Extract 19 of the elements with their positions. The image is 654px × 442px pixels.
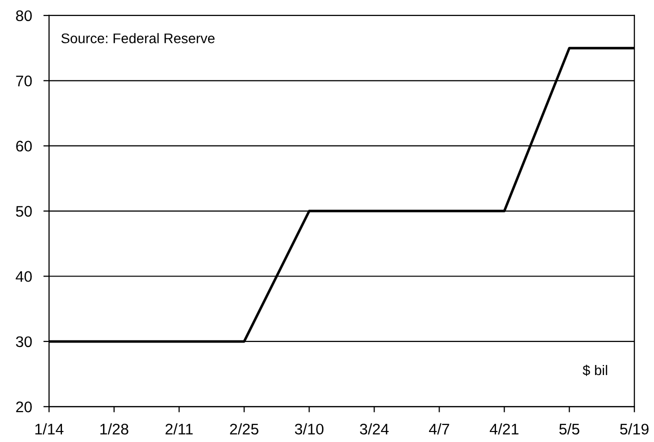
x-tick-label: 2/25 bbox=[230, 423, 258, 435]
x-tick-label: 2/11 bbox=[166, 423, 193, 435]
y-tick-label: 20 bbox=[16, 402, 32, 412]
y-tick-label: 50 bbox=[16, 206, 32, 217]
annotation: $ bil bbox=[582, 364, 608, 376]
x-tick-label: 5/5 bbox=[559, 423, 580, 435]
x-tick-label: 1/14 bbox=[35, 423, 64, 435]
annotation: Source: Federal Reserve bbox=[61, 33, 215, 44]
y-tick-label: 70 bbox=[16, 76, 32, 86]
y-tick-label: 60 bbox=[16, 140, 32, 152]
x-tick-label: 5/19 bbox=[620, 423, 649, 435]
y-tick-label: 30 bbox=[16, 336, 32, 348]
x-tick-label: 1/28 bbox=[100, 423, 128, 435]
x-tick-label: 3/10 bbox=[294, 423, 324, 435]
x-tick-label: 3/24 bbox=[360, 423, 389, 435]
y-tick-label: 40 bbox=[16, 271, 32, 282]
x-tick-label: 4/7 bbox=[429, 423, 450, 435]
y-tick-label: 80 bbox=[16, 10, 32, 22]
x-tick-label: 4/21 bbox=[490, 423, 518, 435]
